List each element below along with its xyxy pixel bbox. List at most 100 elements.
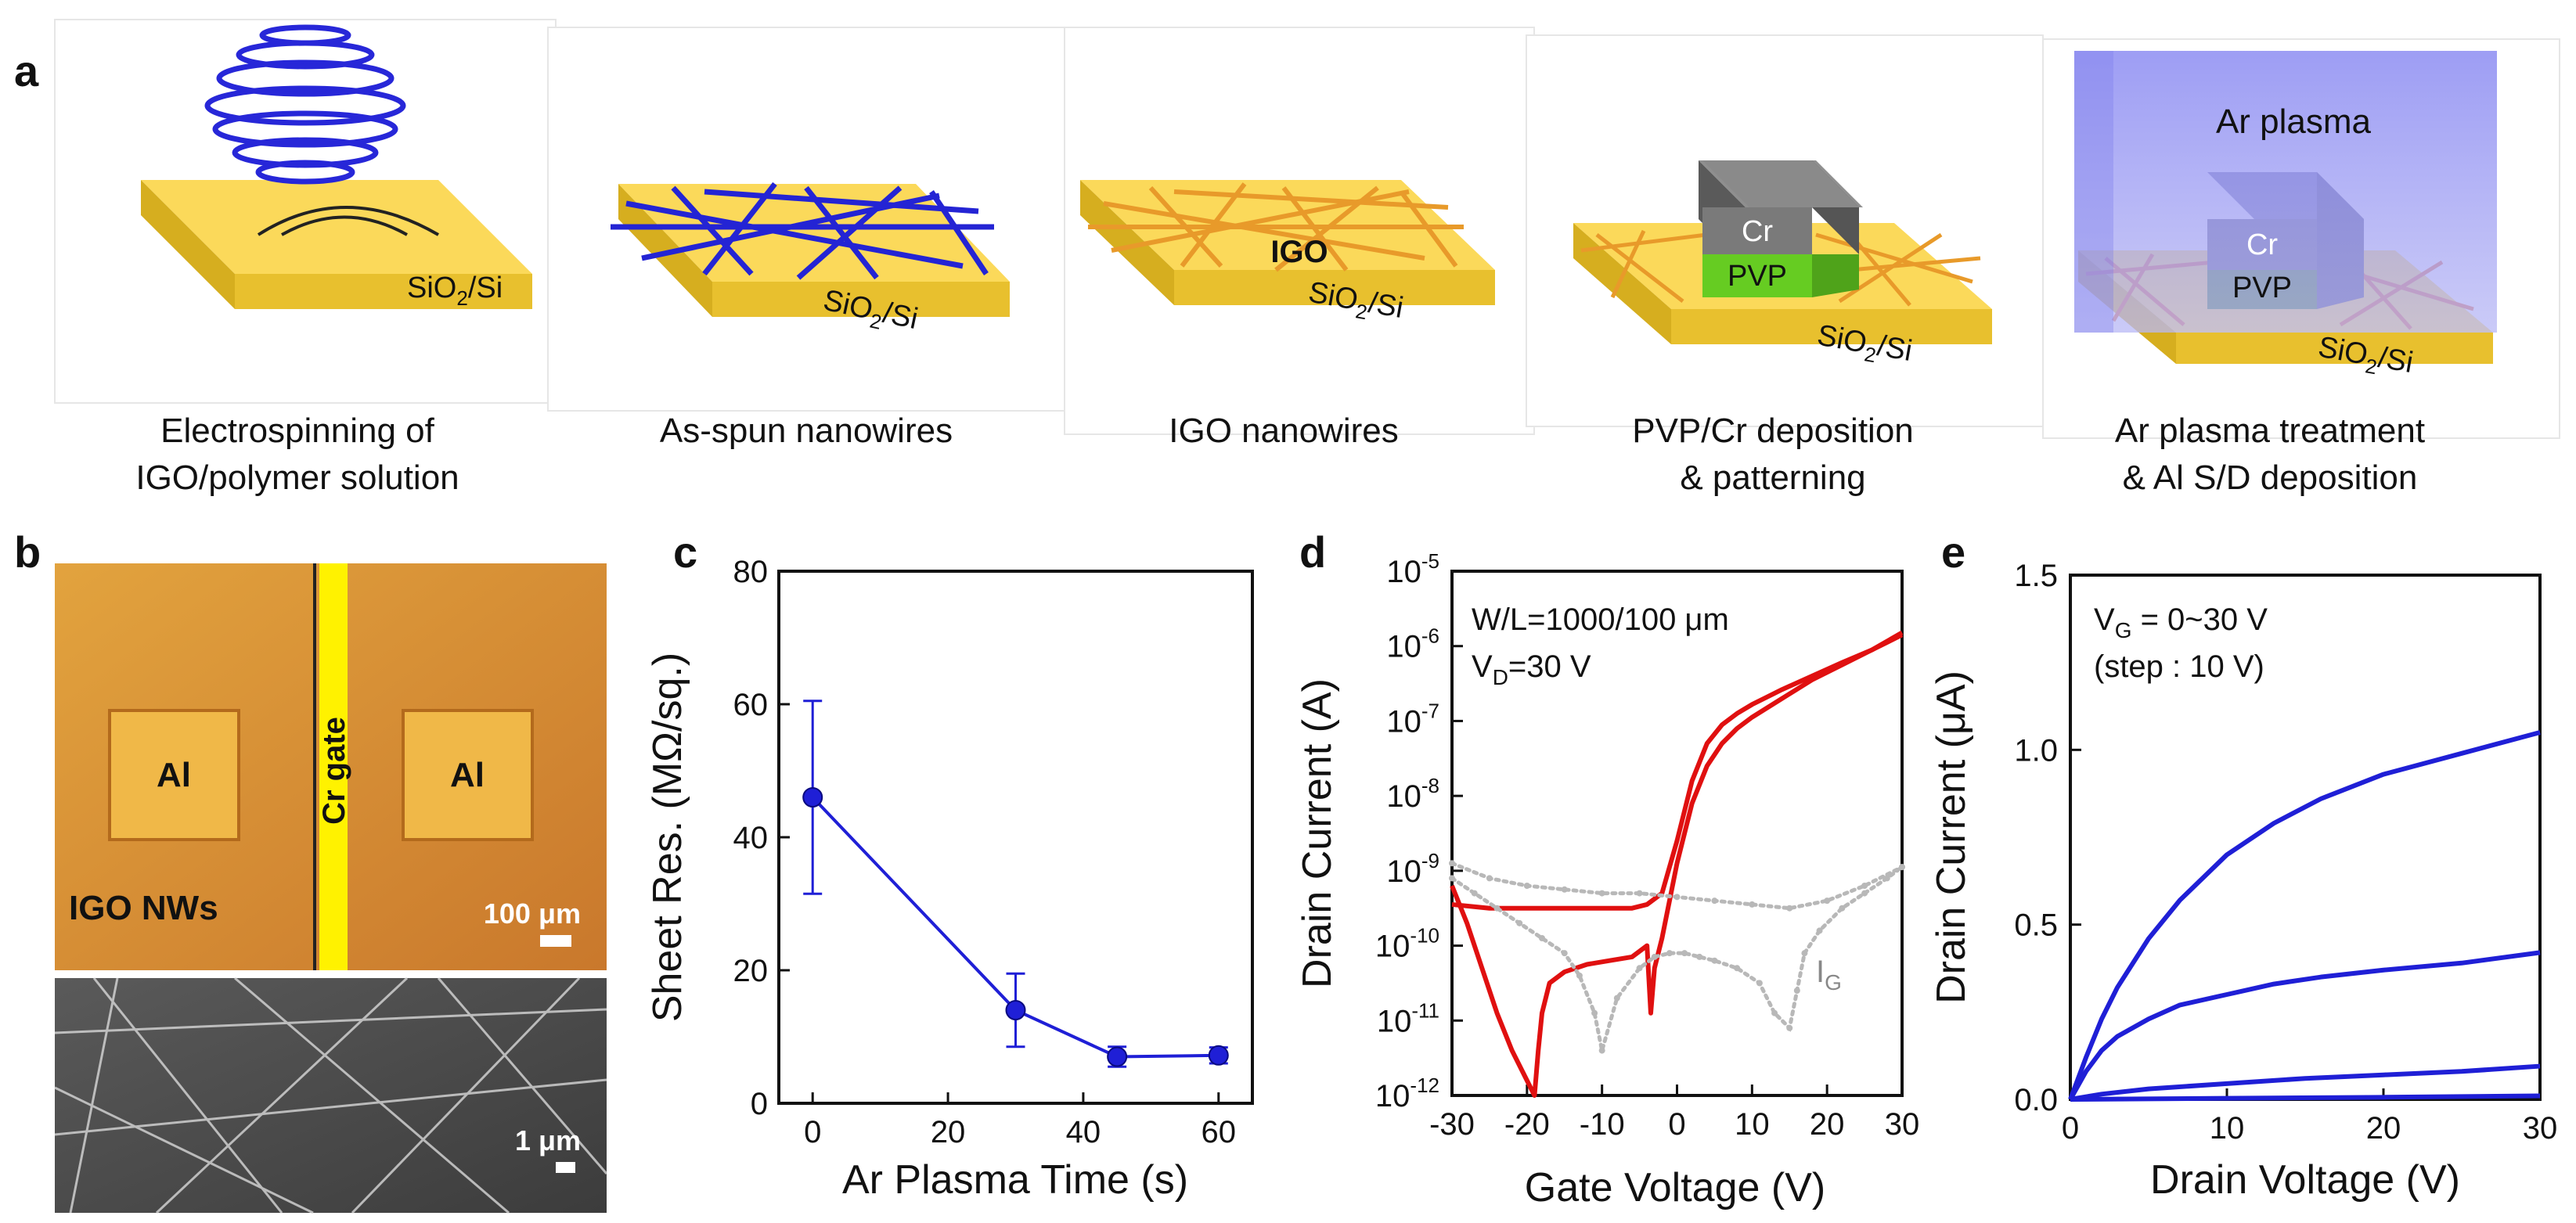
chart-d-ig-point	[1793, 987, 1800, 994]
chart-d-ytick-label: 10-12	[1375, 1074, 1439, 1113]
chart-d-ig-point	[1636, 965, 1643, 972]
chart-e-series-vg-10	[2070, 1063, 2541, 1102]
chart-e-ytick-label: 0.0	[2014, 1083, 2058, 1117]
chart-e-annotation-1: VG = 0~30 V	[2094, 603, 2268, 642]
chart-d-ig-point	[1673, 894, 1681, 901]
chart-d-ig-point	[1486, 875, 1493, 882]
chart-d-ig-point	[1824, 897, 1831, 905]
chart-d-ig-point	[1539, 935, 1545, 941]
chart-d-ig-point	[1449, 875, 1455, 882]
igo-nws-label: IGO NWs	[69, 889, 218, 927]
substrate-side	[618, 184, 712, 317]
chart-d-ig-point	[1899, 864, 1905, 871]
step-1-illustration: SiO2/Si	[54, 19, 557, 404]
chart-d-ig-point	[1598, 1047, 1605, 1054]
sem-background	[55, 978, 607, 1213]
chart-e: e Drain Voltage (V) Drain Current (μA) V…	[1929, 527, 2557, 1203]
chart-d-ig-point	[1786, 1024, 1793, 1031]
substrate-front	[1671, 309, 1992, 344]
chart-c-xtick-label: 0	[804, 1115, 821, 1149]
panel-d-label: d	[1299, 527, 1326, 577]
chart-d-ig-point	[1598, 890, 1605, 897]
chart-e-xlabel: Drain Voltage (V)	[2150, 1157, 2460, 1203]
chart-e-xtick-label: 0	[2062, 1111, 2079, 1146]
chart-d-ig-point	[1636, 890, 1643, 897]
step-4-illustration: Cr PVP SiO2/Si	[1526, 34, 2044, 427]
chart-e-series-vg-0	[2070, 1093, 2541, 1102]
electrospinning-spiral	[204, 24, 406, 185]
chart-d-xtick-label: -20	[1504, 1107, 1550, 1142]
chart-d-ylabel: Drain Current (A)	[1295, 678, 1340, 988]
chart-d-ig-point	[1561, 950, 1568, 957]
chart-d-series-id-reverse	[1450, 632, 1904, 1098]
chart-d-ig-point	[1734, 965, 1741, 972]
chart-d-xtick-label: 30	[1885, 1107, 1920, 1142]
chart-d-ig-point	[1816, 927, 1823, 934]
pvp-label: PVP	[2232, 272, 2292, 304]
chart-d-ig-point	[1839, 905, 1846, 912]
chart-d-ig-point	[1523, 883, 1530, 889]
chart-d-ytick-label: 10-6	[1386, 624, 1439, 664]
chart-e-xtick-label: 30	[2523, 1111, 2558, 1146]
chart-e-annotation-2: (step : 10 V)	[2094, 649, 2264, 684]
chart-d-xtick-label: 20	[1810, 1107, 1845, 1142]
chart-d-ig-label: IG	[1816, 955, 1842, 995]
chart-e-series-vg-20	[2068, 950, 2541, 1101]
igo-label: IGO	[1270, 235, 1328, 269]
cr-gate-label: Cr gate	[317, 717, 351, 825]
chart-c-point	[1107, 1046, 1128, 1067]
panel-a-label: a	[14, 46, 39, 95]
chart-e-ytick-label: 1.5	[2014, 559, 2058, 593]
chart-e-ytick-label: 1.0	[2014, 733, 2058, 768]
step-4-caption-line2: & patterning	[1680, 459, 1865, 497]
substrate-top	[141, 180, 532, 274]
step-3-illustration: IGO SiO2/Si	[1064, 27, 1535, 435]
chart-d-xtick-label: -10	[1580, 1107, 1625, 1142]
chart-d-ig-point	[1666, 950, 1673, 957]
chart-d-ytick-label: 10-9	[1386, 849, 1439, 889]
step-2-caption-line1: As-spun nanowires	[660, 412, 953, 450]
cr-front	[1702, 207, 1812, 254]
chart-d-ig-point	[1711, 957, 1718, 964]
chart-c-point	[1208, 1045, 1229, 1066]
chart-d-ig-point	[1771, 1009, 1778, 1016]
chart-c-ytick-label: 40	[733, 821, 769, 855]
substrate-label-2: SiO2/Si	[820, 284, 921, 341]
chart-d-ig-point	[1471, 890, 1478, 897]
sem-nanowires	[54, 977, 608, 1214]
substrate-front	[712, 282, 1010, 317]
step-2-illustration: SiO2/Si	[547, 27, 1065, 412]
ar-plasma-region	[2074, 51, 2497, 333]
step-5-caption-line1: Ar plasma treatment	[2115, 412, 2425, 450]
chart-e-ytick-label: 0.5	[2014, 908, 2058, 943]
chart-d-ytick-label: 10-8	[1386, 774, 1439, 814]
chart-c-point	[802, 787, 823, 808]
chart-c-xlabel: Ar Plasma Time (s)	[842, 1157, 1188, 1203]
chart-d-annotation-2: VD=30 V	[1472, 649, 1591, 689]
chart-e-xtick-label: 20	[2366, 1111, 2401, 1146]
chart-d-ig-point	[1681, 950, 1688, 957]
optical-micrograph: Al Al Cr gate IGO NWs 100 μm	[55, 563, 607, 970]
chart-d-xtick-label: 0	[1668, 1107, 1685, 1142]
pvp-side	[1812, 254, 1859, 297]
cr-label: Cr	[1742, 215, 1773, 248]
al-label-left: Al	[157, 756, 191, 794]
scale-label-bottom: 1 μm	[515, 1124, 581, 1156]
chart-d-xtick-label: 10	[1735, 1107, 1770, 1142]
chart-c-ytick-label: 0	[751, 1087, 768, 1121]
pvp-label: PVP	[1728, 260, 1787, 293]
chart-d-ig-point	[1591, 1009, 1598, 1016]
chart-c-xtick-label: 40	[1066, 1115, 1101, 1149]
chart-c-ytick-label: 60	[733, 688, 769, 722]
chart-d-series-id-forward	[1451, 630, 1904, 911]
scale-bar-top	[540, 935, 571, 947]
plasma-side	[2074, 51, 2113, 333]
chart-d-ig-point	[1449, 860, 1455, 867]
chart-d-ig-point	[1786, 905, 1793, 912]
chart-d-ig-point	[1561, 886, 1568, 893]
panel-c-label: c	[673, 527, 697, 577]
al-pad-left	[108, 709, 240, 841]
chart-d-ig-point	[1749, 901, 1756, 908]
chart-c-ytick-label: 80	[733, 555, 769, 589]
